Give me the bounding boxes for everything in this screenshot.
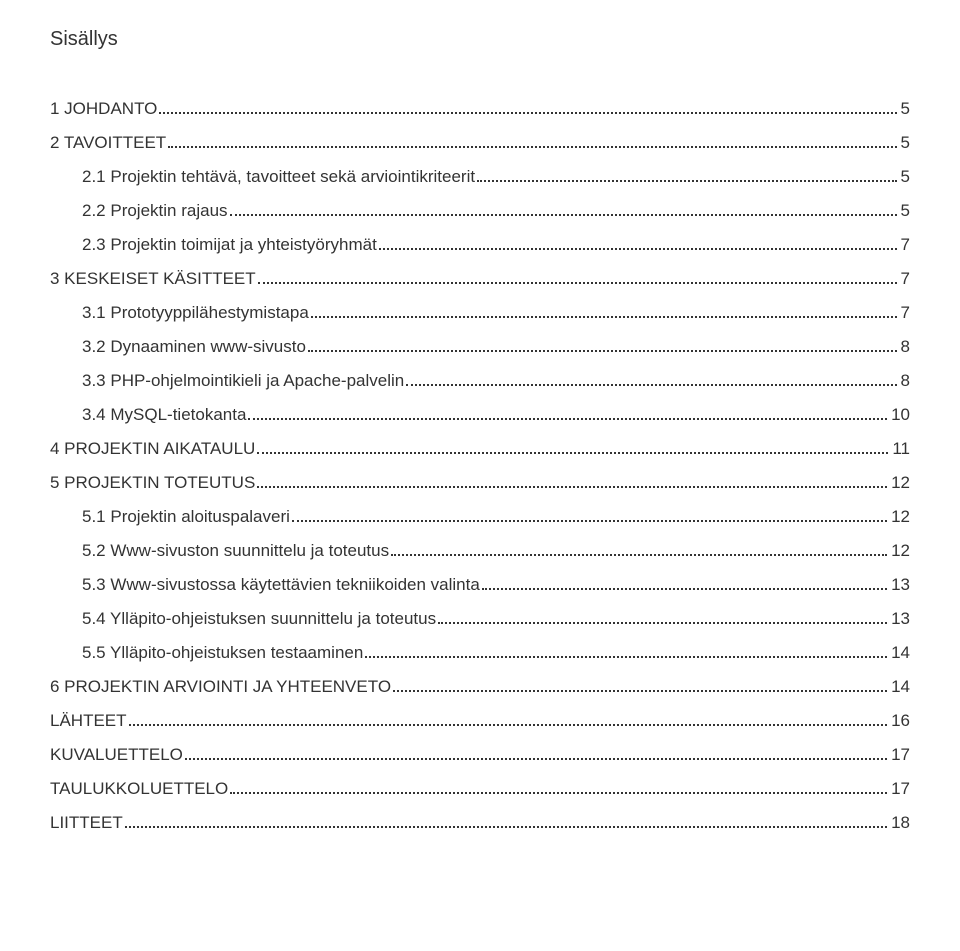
toc-entry-page: 14	[891, 643, 910, 663]
toc-entry-page: 12	[891, 507, 910, 527]
toc-dot-leader	[406, 384, 896, 386]
toc-entry-label: 2.3 Projektin toimijat ja yhteistyöryhmä…	[82, 235, 377, 255]
toc-dot-leader	[311, 316, 897, 318]
toc-dot-leader	[125, 826, 887, 828]
toc-entry-label: 5.5 Ylläpito-ohjeistuksen testaaminen	[82, 643, 363, 663]
toc-entry-label: LIITTEET	[50, 813, 123, 833]
toc-entry: 3.2 Dynaaminen www-sivusto 8	[82, 337, 910, 357]
toc-entry-label: TAULUKKOLUETTELO	[50, 779, 228, 799]
toc-entry: 3.1 Prototyyppilähestymistapa 7	[82, 303, 910, 323]
toc-dot-leader	[365, 656, 887, 658]
toc-entry: 2.3 Projektin toimijat ja yhteistyöryhmä…	[82, 235, 910, 255]
toc-dot-leader	[258, 282, 897, 284]
toc-dot-leader	[230, 214, 897, 216]
toc-entry-label: 5.3 Www-sivustossa käytettävien tekniiko…	[82, 575, 480, 595]
toc-entry: 5.4 Ylläpito-ohjeistuksen suunnittelu ja…	[82, 609, 910, 629]
toc-entry-label: 3.3 PHP-ohjelmointikieli ja Apache-palve…	[82, 371, 404, 391]
toc-dot-leader	[477, 180, 896, 182]
toc-entry-label: KUVALUETTELO	[50, 745, 183, 765]
toc-entry-label: 2 TAVOITTEET	[50, 133, 166, 153]
toc-entry: LÄHTEET 16	[50, 711, 910, 731]
toc-entry: TAULUKKOLUETTELO 17	[50, 779, 910, 799]
toc-entry-label: LÄHTEET	[50, 711, 127, 731]
toc-entry-label: 6 PROJEKTIN ARVIOINTI JA YHTEENVETO	[50, 677, 391, 697]
toc-entry-page: 13	[891, 575, 910, 595]
toc-dot-leader	[257, 486, 887, 488]
toc-entry: 2 TAVOITTEET 5	[50, 133, 910, 153]
toc-entry: 2.2 Projektin rajaus 5	[82, 201, 910, 221]
toc-entry-label: 3.1 Prototyyppilähestymistapa	[82, 303, 309, 323]
toc-entry: KUVALUETTELO 17	[50, 745, 910, 765]
toc-title: Sisällys	[50, 28, 910, 51]
toc-list: 1 JOHDANTO 5 2 TAVOITTEET 5 2.1 Projektin te…	[50, 99, 910, 833]
toc-entry-page: 11	[892, 439, 910, 459]
toc-entry-page: 17	[891, 779, 910, 799]
toc-entry-page: 7	[901, 269, 910, 289]
toc-dot-leader	[391, 554, 887, 556]
toc-entry-label: 3.2 Dynaaminen www-sivusto	[82, 337, 306, 357]
toc-entry: 5.5 Ylläpito-ohjeistuksen testaaminen 14	[82, 643, 910, 663]
toc-entry-label: 3.4 MySQL-tietokanta	[82, 405, 246, 425]
toc-entry-page: 5	[901, 201, 910, 221]
toc-entry-page: 17	[891, 745, 910, 765]
toc-entry: 5.3 Www-sivustossa käytettävien tekniiko…	[82, 575, 910, 595]
toc-entry-page: 12	[891, 473, 910, 493]
toc-dot-leader	[257, 452, 888, 454]
toc-entry: 3.4 MySQL-tietokanta 10	[82, 405, 910, 425]
toc-dot-leader	[438, 622, 887, 624]
toc-entry-page: 18	[891, 813, 910, 833]
toc-dot-leader	[308, 350, 897, 352]
toc-entry-page: 5	[901, 133, 910, 153]
toc-entry-label: 2.2 Projektin rajaus	[82, 201, 228, 221]
toc-entry-page: 7	[901, 303, 910, 323]
toc-entry-page: 8	[901, 371, 910, 391]
toc-entry: 4 PROJEKTIN AIKATAULU 11	[50, 439, 910, 459]
toc-entry: 6 PROJEKTIN ARVIOINTI JA YHTEENVETO 14	[50, 677, 910, 697]
toc-entry-label: 5.1 Projektin aloituspalaveri	[82, 507, 290, 527]
toc-entry: 2.1 Projektin tehtävä, tavoitteet sekä a…	[82, 167, 910, 187]
toc-entry-label: 3 KESKEISET KÄSITTEET	[50, 269, 256, 289]
toc-entry: 3.3 PHP-ohjelmointikieli ja Apache-palve…	[82, 371, 910, 391]
toc-entry-page: 13	[891, 609, 910, 629]
toc-entry: 1 JOHDANTO 5	[50, 99, 910, 119]
toc-dot-leader	[248, 418, 887, 420]
toc-entry: 5.2 Www-sivuston suunnittelu ja toteutus…	[82, 541, 910, 561]
toc-dot-leader	[292, 520, 887, 522]
toc-dot-leader	[129, 724, 888, 726]
toc-dot-leader	[168, 146, 896, 148]
toc-entry-page: 7	[901, 235, 910, 255]
toc-dot-leader	[230, 792, 887, 794]
toc-entry: 3 KESKEISET KÄSITTEET 7	[50, 269, 910, 289]
toc-entry-label: 1 JOHDANTO	[50, 99, 157, 119]
toc-entry-page: 16	[891, 711, 910, 731]
toc-entry-page: 5	[901, 99, 910, 119]
toc-dot-leader	[379, 248, 897, 250]
toc-entry-label: 5 PROJEKTIN TOTEUTUS	[50, 473, 255, 493]
toc-entry-label: 2.1 Projektin tehtävä, tavoitteet sekä a…	[82, 167, 475, 187]
toc-entry-label: 4 PROJEKTIN AIKATAULU	[50, 439, 255, 459]
toc-entry-label: 5.4 Ylläpito-ohjeistuksen suunnittelu ja…	[82, 609, 436, 629]
toc-entry: LIITTEET 18	[50, 813, 910, 833]
toc-dot-leader	[393, 690, 887, 692]
toc-entry-label: 5.2 Www-sivuston suunnittelu ja toteutus	[82, 541, 389, 561]
toc-dot-leader	[185, 758, 887, 760]
toc-entry: 5.1 Projektin aloituspalaveri 12	[82, 507, 910, 527]
toc-entry: 5 PROJEKTIN TOTEUTUS 12	[50, 473, 910, 493]
toc-entry-page: 10	[891, 405, 910, 425]
toc-entry-page: 8	[901, 337, 910, 357]
toc-entry-page: 14	[891, 677, 910, 697]
toc-dot-leader	[159, 112, 896, 114]
toc-entry-page: 5	[901, 167, 910, 187]
toc-dot-leader	[482, 588, 887, 590]
toc-entry-page: 12	[891, 541, 910, 561]
